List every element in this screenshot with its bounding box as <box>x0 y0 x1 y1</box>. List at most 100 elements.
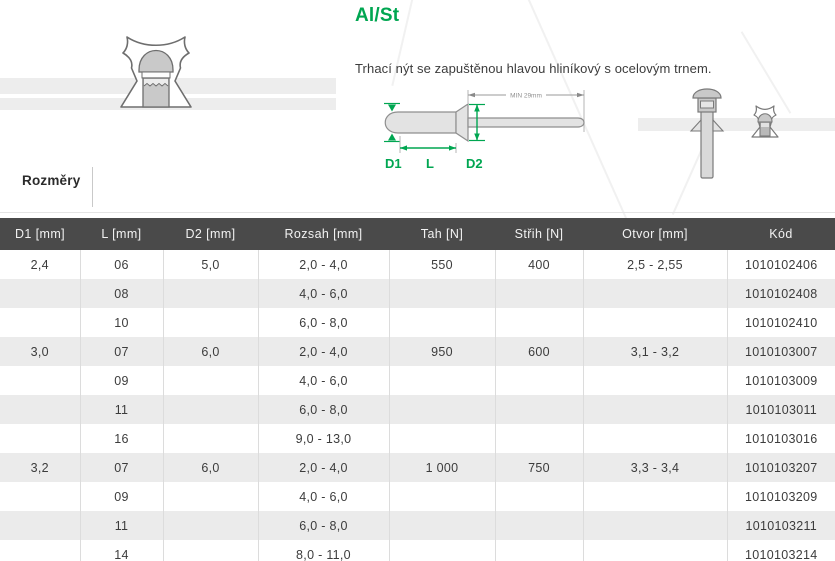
table-cell: 1010102410 <box>726 308 835 337</box>
table-cell <box>388 424 495 453</box>
table-cell <box>162 395 258 424</box>
table-cell: 6,0 - 8,0 <box>257 395 389 424</box>
table-cell <box>0 366 80 395</box>
table-cell: 09 <box>79 366 163 395</box>
d1-label: D1 <box>385 156 402 171</box>
table-cell <box>0 424 80 453</box>
table-cell: 2,0 - 4,0 <box>257 453 389 482</box>
column-header: D1 [mm] <box>0 218 80 250</box>
table-cell: 400 <box>494 250 583 279</box>
table-cell: 2,4 <box>30 257 49 272</box>
table-cell <box>162 540 258 561</box>
table-cell: 10 <box>79 308 163 337</box>
table-cell: 6,0 - 8,0 <box>257 511 389 540</box>
column-header: Tah [N] <box>389 218 495 250</box>
table-cell: 3,2 <box>30 460 49 475</box>
table-cell <box>494 424 583 453</box>
table-cell <box>388 511 495 540</box>
size-table: D1 [mm] L [mm] D2 [mm] Rozsah [mm] Tah [N] St… <box>0 218 835 561</box>
rivet-unset-illustration <box>689 88 725 179</box>
table-cell: 07 <box>79 337 163 366</box>
table-cell: 9,0 - 13,0 <box>257 424 389 453</box>
table-cell <box>0 540 80 561</box>
table-cell: 550 <box>388 250 495 279</box>
table-cell <box>162 482 258 511</box>
table-row: 09 4,0 - 6,0 1010103009 <box>0 366 835 395</box>
table-cell: 1010102406 <box>726 250 835 279</box>
table-cell: 1010103207 <box>726 453 835 482</box>
table-cell <box>582 511 727 540</box>
table-cell <box>162 366 258 395</box>
table-row: 3,0 07 6,0 2,0 - 4,0 950 600 3,1 - 3,2 10101030… <box>0 337 835 366</box>
table-cell <box>494 395 583 424</box>
table-cell: 08 <box>79 279 163 308</box>
table-cell <box>582 308 727 337</box>
table-cell: 1010103007 <box>726 337 835 366</box>
table-cell <box>494 482 583 511</box>
table-cell: 1010103209 <box>726 482 835 511</box>
rivet-dimension-diagram: MIN 29mm D1 L D2 <box>384 90 585 171</box>
table-cell: 2,5 - 2,55 <box>582 250 727 279</box>
table-cell <box>494 308 583 337</box>
table-row: 16 9,0 - 13,0 1010103016 <box>0 424 835 453</box>
table-cell <box>0 279 80 308</box>
table-cell: 3,3 - 3,4 <box>582 453 727 482</box>
column-header: Otvor [mm] <box>583 218 727 250</box>
table-cell <box>0 482 80 511</box>
page-title: Al/St <box>355 5 400 26</box>
table-cell: 8,0 - 11,0 <box>257 540 389 561</box>
table-cell <box>388 366 495 395</box>
table-cell: 950 <box>388 337 495 366</box>
sheet-band <box>638 118 835 131</box>
table-row: 09 4,0 - 6,0 1010103209 <box>0 482 835 511</box>
table-cell: 600 <box>494 337 583 366</box>
table-cell <box>582 279 727 308</box>
column-header: Kód <box>727 218 835 250</box>
rivet-set-illustration <box>751 105 779 138</box>
l-label: L <box>426 156 434 171</box>
table-row: 3,2 07 6,0 2,0 - 4,0 1 000 750 3,3 - 3,4 101010… <box>0 453 835 482</box>
table-row: 14 8,0 - 11,0 1010103214 <box>0 540 835 561</box>
table-cell: 2,0 - 4,0 <box>257 250 389 279</box>
table-cell <box>0 308 80 337</box>
table-cell: 3,0 <box>30 344 49 359</box>
size-table-header: D1 [mm] L [mm] D2 [mm] Rozsah [mm] Tah [N] St… <box>0 218 835 250</box>
min-dimension-label: MIN 29mm <box>510 93 542 100</box>
table-top-rule <box>0 212 835 213</box>
table-cell <box>494 279 583 308</box>
table-cell <box>582 366 727 395</box>
table-cell: 5,0 <box>162 250 258 279</box>
table-cell <box>162 308 258 337</box>
column-header: Rozsah [mm] <box>258 218 389 250</box>
table-cell: 6,0 <box>162 337 258 366</box>
table-row: 11 6,0 - 8,0 1010103011 <box>0 395 835 424</box>
table-cell: 1010103211 <box>726 511 835 540</box>
table-cell <box>0 395 80 424</box>
table-cell: 6,0 - 8,0 <box>257 308 389 337</box>
table-cell: 4,0 - 6,0 <box>257 482 389 511</box>
table-cell <box>494 366 583 395</box>
table-cell <box>388 279 495 308</box>
table-cell <box>162 279 258 308</box>
table-cell: 1010103009 <box>726 366 835 395</box>
table-row: 10 6,0 - 8,0 1010102410 <box>0 308 835 337</box>
column-header: L [mm] <box>80 218 163 250</box>
table-cell: 1010103016 <box>726 424 835 453</box>
table-cell <box>162 511 258 540</box>
table-cell <box>0 511 80 540</box>
table-cell <box>582 395 727 424</box>
table-cell <box>162 424 258 453</box>
table-cell <box>494 540 583 561</box>
table-row: 11 6,0 - 8,0 1010103211 <box>0 511 835 540</box>
rivet-cross-section-illustration <box>120 36 192 108</box>
product-description: Trhací nýt se zapuštěnou hlavou hliníkov… <box>355 61 712 76</box>
table-row: 08 4,0 - 6,0 1010102408 <box>0 279 835 308</box>
size-table-body: 2,4 06 5,0 2,0 - 4,0 550 400 2,5 - 2,55 1010102… <box>0 250 835 561</box>
section-label-rozmery: Rozměry <box>22 173 81 188</box>
table-cell <box>582 424 727 453</box>
table-row: 2,4 06 5,0 2,0 - 4,0 550 400 2,5 - 2,55 1010102… <box>0 250 835 279</box>
table-cell: 1010102408 <box>726 279 835 308</box>
table-cell: 07 <box>79 453 163 482</box>
header-row: D1 [mm] L [mm] D2 [mm] Rozsah [mm] Tah [N] St… <box>0 218 835 250</box>
